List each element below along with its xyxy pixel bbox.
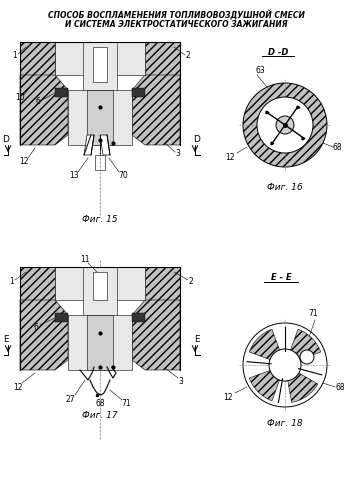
Text: D -D: D -D: [268, 47, 288, 56]
Text: 1: 1: [13, 50, 17, 59]
Bar: [87, 315, 113, 370]
Polygon shape: [100, 135, 110, 155]
Text: 6: 6: [36, 96, 41, 105]
Bar: [55, 313, 68, 322]
Text: D: D: [2, 136, 10, 145]
Text: 71: 71: [308, 308, 318, 317]
Text: E: E: [194, 335, 200, 344]
Polygon shape: [132, 300, 180, 370]
Text: 12: 12: [19, 157, 29, 166]
Text: 13: 13: [69, 172, 79, 181]
Polygon shape: [55, 267, 145, 300]
Text: Фиг. 15: Фиг. 15: [82, 216, 118, 225]
Text: 3: 3: [175, 150, 180, 159]
Bar: [132, 313, 145, 322]
Text: 68: 68: [335, 383, 345, 392]
Text: 68: 68: [95, 399, 105, 408]
Text: 2: 2: [186, 50, 190, 59]
Text: 12: 12: [223, 393, 233, 402]
Polygon shape: [20, 300, 68, 370]
Text: 71: 71: [121, 399, 131, 408]
Polygon shape: [84, 135, 94, 155]
Text: 27: 27: [65, 396, 75, 405]
Bar: [55, 88, 68, 97]
Text: E - E: E - E: [271, 273, 291, 282]
Bar: [132, 88, 145, 97]
Wedge shape: [285, 365, 318, 402]
Circle shape: [276, 116, 294, 134]
Text: И СИСТЕМА ЭЛЕКТРОСТАТИЧЕСКОГО ЗАЖИГАНИЯ: И СИСТЕМА ЭЛЕКТРОСТАТИЧЕСКОГО ЗАЖИГАНИЯ: [65, 19, 287, 28]
Text: 10: 10: [15, 92, 25, 101]
Circle shape: [243, 83, 327, 167]
Bar: [83, 42, 117, 107]
Circle shape: [269, 349, 301, 381]
Text: 12: 12: [225, 153, 235, 162]
Polygon shape: [145, 42, 180, 75]
Polygon shape: [20, 42, 55, 75]
Circle shape: [257, 97, 313, 153]
Text: Фиг. 17: Фиг. 17: [82, 411, 118, 420]
Bar: [95, 155, 105, 170]
Polygon shape: [20, 75, 68, 145]
Circle shape: [300, 350, 314, 364]
Wedge shape: [249, 365, 285, 401]
Polygon shape: [68, 315, 132, 370]
Polygon shape: [68, 90, 132, 145]
Polygon shape: [20, 267, 55, 300]
Text: Фиг. 16: Фиг. 16: [267, 184, 303, 193]
Polygon shape: [132, 75, 180, 145]
Text: 2: 2: [189, 277, 193, 286]
Polygon shape: [55, 42, 145, 75]
Text: E: E: [3, 335, 9, 344]
Circle shape: [243, 323, 327, 407]
Text: 3: 3: [179, 377, 184, 386]
Bar: [93, 272, 107, 300]
Text: 1: 1: [10, 277, 14, 286]
Text: 11: 11: [80, 255, 90, 264]
Wedge shape: [285, 329, 321, 365]
Text: 63: 63: [255, 65, 265, 74]
Text: 70: 70: [118, 172, 128, 181]
Bar: [87, 90, 113, 145]
Bar: [83, 267, 117, 317]
Text: 6: 6: [34, 322, 38, 331]
Text: Фиг. 18: Фиг. 18: [267, 419, 303, 428]
Text: D: D: [193, 136, 201, 145]
Text: 68: 68: [332, 143, 342, 152]
Bar: [93, 47, 107, 82]
Polygon shape: [145, 267, 180, 300]
Wedge shape: [249, 329, 285, 365]
Text: СПОСОБ ВОСПЛАМЕНЕНИЯ ТОПЛИВОВОЗДУШНОЙ СМЕСИ: СПОСОБ ВОСПЛАМЕНЕНИЯ ТОПЛИВОВОЗДУШНОЙ СМ…: [48, 10, 304, 20]
Text: 12: 12: [13, 383, 23, 392]
